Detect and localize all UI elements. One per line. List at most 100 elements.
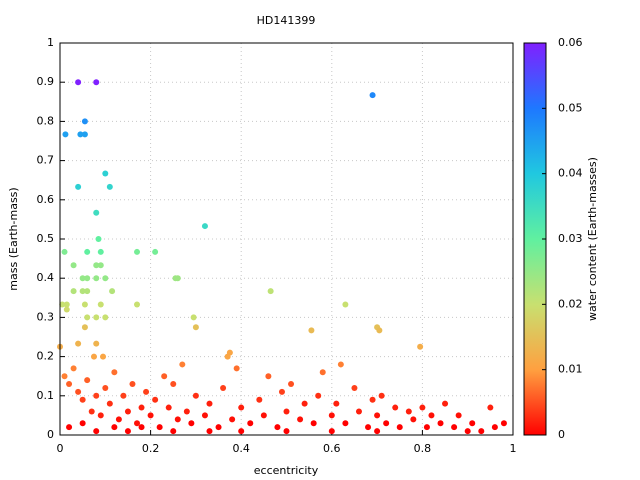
colorbar-label: water content (Earth-masses) xyxy=(586,157,599,321)
x-tick-label: 0.6 xyxy=(323,442,341,455)
data-point xyxy=(102,314,109,321)
data-point xyxy=(134,420,141,427)
data-point xyxy=(337,361,344,368)
data-point xyxy=(206,400,213,407)
plot-frame xyxy=(59,42,514,436)
y-tick-label: 0.6 xyxy=(37,193,55,206)
data-point xyxy=(79,396,86,403)
data-point xyxy=(97,412,104,419)
data-point xyxy=(455,412,462,419)
data-point xyxy=(165,404,172,411)
data-point xyxy=(233,365,240,372)
x-tick-label: 0.4 xyxy=(232,442,250,455)
data-point xyxy=(97,248,104,255)
y-tick-label: 0.5 xyxy=(37,232,55,245)
data-point xyxy=(102,384,109,391)
data-point xyxy=(215,424,222,431)
data-point xyxy=(81,131,88,138)
y-axis-label: mass (Earth-mass) xyxy=(7,187,20,290)
data-point xyxy=(491,424,498,431)
data-point xyxy=(138,424,145,431)
data-point xyxy=(61,373,68,380)
data-point xyxy=(220,384,227,391)
data-point xyxy=(93,392,100,399)
colorbar-tick-label: 0 xyxy=(558,428,565,441)
data-point xyxy=(469,420,476,427)
data-point xyxy=(442,400,449,407)
data-point xyxy=(247,420,254,427)
x-tick-label: 0.2 xyxy=(142,442,160,455)
colorbar-tick-label: 0.02 xyxy=(558,297,583,310)
data-point xyxy=(97,301,104,308)
data-point xyxy=(97,262,104,269)
data-point xyxy=(93,340,100,347)
data-point xyxy=(478,428,485,435)
data-point xyxy=(369,396,376,403)
data-point xyxy=(66,424,73,431)
data-point xyxy=(79,275,86,282)
x-tick-label: 0 xyxy=(57,442,64,455)
data-point xyxy=(75,388,82,395)
data-point xyxy=(183,408,190,415)
data-point xyxy=(62,131,69,138)
colorbar-tick-label: 0.06 xyxy=(558,36,583,49)
data-point xyxy=(81,118,88,125)
y-tick-label: 0.1 xyxy=(37,389,55,402)
data-point xyxy=(59,301,66,308)
y-tick-label: 1 xyxy=(47,36,54,49)
data-point xyxy=(355,408,362,415)
data-point xyxy=(70,262,77,269)
data-point xyxy=(315,392,322,399)
data-point xyxy=(124,408,131,415)
colorbar-tick-label: 0.03 xyxy=(558,232,583,245)
data-point xyxy=(100,353,107,360)
data-point xyxy=(93,275,100,282)
data-point xyxy=(437,420,444,427)
data-point xyxy=(190,314,197,321)
y-tick-label: 0.4 xyxy=(37,271,55,284)
data-point xyxy=(265,373,272,380)
data-point xyxy=(238,428,245,435)
data-point xyxy=(156,424,163,431)
data-point xyxy=(84,275,91,282)
y-tick-label: 0 xyxy=(47,428,54,441)
data-point xyxy=(63,301,70,308)
data-point xyxy=(428,412,435,419)
data-point xyxy=(81,324,88,331)
data-point xyxy=(333,400,340,407)
data-point xyxy=(206,428,213,435)
data-point xyxy=(95,236,102,242)
data-point xyxy=(75,79,82,86)
data-point xyxy=(102,275,109,282)
data-point xyxy=(124,428,131,435)
data-point xyxy=(487,404,494,411)
data-point xyxy=(188,420,195,427)
data-point xyxy=(301,400,308,407)
data-point xyxy=(283,428,290,435)
data-point xyxy=(106,183,113,190)
data-point xyxy=(464,428,471,435)
data-point xyxy=(383,420,390,427)
data-point xyxy=(152,396,159,403)
data-point xyxy=(174,416,181,423)
data-point xyxy=(201,223,208,230)
data-point xyxy=(256,396,263,403)
data-point xyxy=(179,361,186,368)
data-point xyxy=(109,288,116,295)
data-point xyxy=(129,381,136,388)
data-point xyxy=(278,388,285,395)
data-point xyxy=(328,412,335,419)
data-point xyxy=(115,416,122,423)
data-point xyxy=(392,404,399,411)
data-point xyxy=(310,420,317,427)
data-point xyxy=(90,353,97,360)
data-point xyxy=(170,428,177,435)
data-point xyxy=(75,183,82,190)
data-point xyxy=(88,408,95,415)
data-point xyxy=(81,301,88,308)
data-point xyxy=(229,416,236,423)
data-point xyxy=(93,314,100,321)
data-point xyxy=(201,412,208,419)
data-point xyxy=(93,79,100,86)
data-point xyxy=(79,288,86,295)
